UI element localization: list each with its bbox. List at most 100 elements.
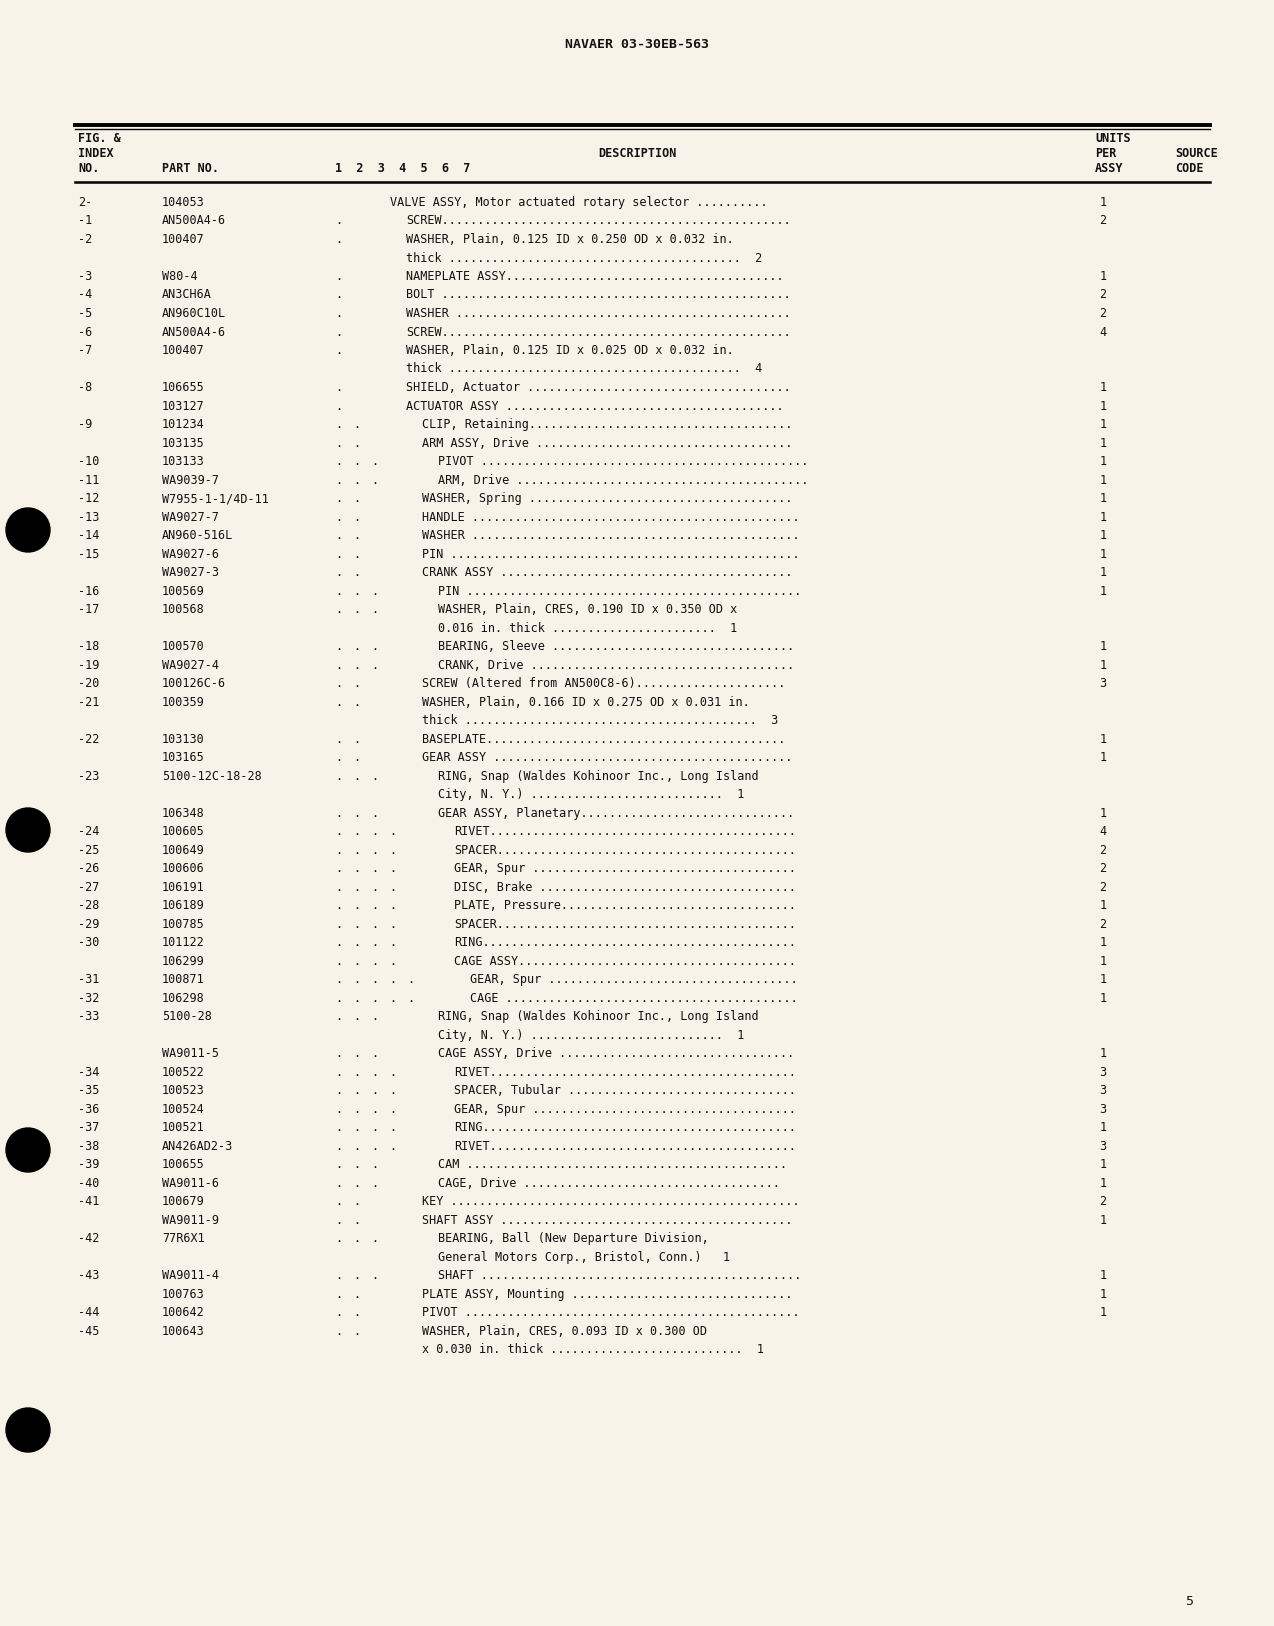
Text: -35: -35 [78, 1085, 99, 1098]
Text: 1: 1 [1099, 899, 1107, 912]
Text: KEY .................................................: KEY ....................................… [422, 1195, 800, 1208]
Text: AN426AD2-3: AN426AD2-3 [162, 1140, 233, 1153]
Text: .: . [335, 659, 343, 672]
Text: 1: 1 [1099, 954, 1107, 967]
Text: 3: 3 [1099, 1085, 1107, 1098]
Text: CAM .............................................: CAM ....................................… [438, 1158, 787, 1171]
Text: 3: 3 [1099, 676, 1107, 689]
Text: 1: 1 [1099, 806, 1107, 820]
Text: .: . [335, 899, 343, 912]
Text: .: . [389, 899, 396, 912]
Text: SHAFT .............................................: SHAFT ..................................… [438, 1268, 801, 1281]
Text: thick .........................................  4: thick ..................................… [406, 363, 762, 376]
Text: 100649: 100649 [162, 844, 205, 857]
Text: .: . [335, 584, 343, 597]
Text: 2: 2 [1099, 862, 1107, 875]
Text: .: . [353, 1102, 361, 1115]
Text: WA9011-6: WA9011-6 [162, 1177, 219, 1190]
Text: BASEPLATE..........................................: BASEPLATE...............................… [422, 732, 785, 745]
Text: .: . [353, 824, 361, 837]
Text: 106189: 106189 [162, 899, 205, 912]
Text: .: . [371, 881, 378, 894]
Text: .: . [335, 1120, 343, 1133]
Text: PIVOT ...............................................: PIVOT ..................................… [422, 1306, 800, 1319]
Text: .: . [389, 1102, 396, 1115]
Text: 100679: 100679 [162, 1195, 205, 1208]
Text: 106655: 106655 [162, 380, 205, 393]
Text: .: . [353, 917, 361, 930]
Text: -10: -10 [78, 455, 99, 468]
Text: .: . [353, 937, 361, 950]
Text: .: . [353, 1268, 361, 1281]
Text: -23: -23 [78, 769, 99, 782]
Text: .: . [335, 824, 343, 837]
Text: .: . [335, 215, 343, 228]
Text: .: . [335, 1140, 343, 1153]
Text: 1: 1 [1099, 418, 1107, 431]
Text: .: . [335, 1233, 343, 1246]
Text: .: . [353, 732, 361, 745]
Text: -30: -30 [78, 937, 99, 950]
Text: BOLT .................................................: BOLT ...................................… [406, 288, 791, 301]
Text: 5: 5 [1185, 1595, 1192, 1608]
Text: RIVET...........................................: RIVET...................................… [454, 1065, 796, 1078]
Text: BEARING, Ball (New Departure Division,: BEARING, Ball (New Departure Division, [438, 1233, 708, 1246]
Text: SCREW.................................................: SCREW...................................… [406, 325, 791, 338]
Text: -22: -22 [78, 732, 99, 745]
Text: INDEX: INDEX [78, 146, 113, 159]
Text: .: . [335, 917, 343, 930]
Text: .: . [371, 954, 378, 967]
Text: WASHER, Plain, 0.166 ID x 0.275 OD x 0.031 in.: WASHER, Plain, 0.166 ID x 0.275 OD x 0.0… [422, 696, 750, 709]
Text: -44: -44 [78, 1306, 99, 1319]
Text: .: . [371, 1102, 378, 1115]
Text: .: . [335, 937, 343, 950]
Text: 1: 1 [1099, 1120, 1107, 1133]
Circle shape [6, 1128, 50, 1172]
Text: .: . [353, 641, 361, 654]
Text: 1: 1 [1099, 566, 1107, 579]
Circle shape [6, 808, 50, 852]
Text: .: . [371, 1140, 378, 1153]
Text: AN500A4-6: AN500A4-6 [162, 215, 225, 228]
Text: HANDLE ..............................................: HANDLE .................................… [422, 511, 800, 524]
Text: 100871: 100871 [162, 972, 205, 985]
Text: WA9027-4: WA9027-4 [162, 659, 219, 672]
Text: .: . [353, 1325, 361, 1338]
Text: 1: 1 [1099, 992, 1107, 1005]
Text: RING, Snap (Waldes Kohinoor Inc., Long Island: RING, Snap (Waldes Kohinoor Inc., Long I… [438, 1010, 758, 1023]
Text: 106299: 106299 [162, 954, 205, 967]
Text: PIN .................................................: PIN ....................................… [422, 548, 800, 561]
Text: .: . [335, 493, 343, 506]
Text: -45: -45 [78, 1325, 99, 1338]
Text: .: . [335, 270, 343, 283]
Text: 1: 1 [1099, 528, 1107, 541]
Text: -16: -16 [78, 584, 99, 597]
Text: .: . [371, 1158, 378, 1171]
Text: City, N. Y.) ...........................  1: City, N. Y.) ...........................… [438, 789, 744, 802]
Text: 100126C-6: 100126C-6 [162, 676, 225, 689]
Text: 1: 1 [1099, 1288, 1107, 1301]
Text: AN500A4-6: AN500A4-6 [162, 325, 225, 338]
Text: CRANK, Drive .....................................: CRANK, Drive ...........................… [438, 659, 794, 672]
Text: .: . [389, 937, 396, 950]
Text: WASHER ..............................................: WASHER .................................… [422, 528, 800, 541]
Text: SCREW.................................................: SCREW...................................… [406, 215, 791, 228]
Text: .: . [371, 473, 378, 486]
Text: -27: -27 [78, 881, 99, 894]
Text: SOURCE: SOURCE [1175, 146, 1218, 159]
Text: .: . [335, 862, 343, 875]
Text: x 0.030 in. thick ...........................  1: x 0.030 in. thick ......................… [422, 1343, 764, 1356]
Text: .: . [335, 1306, 343, 1319]
Text: BEARING, Sleeve ..................................: BEARING, Sleeve ........................… [438, 641, 794, 654]
Text: -3: -3 [78, 270, 92, 283]
Text: 77R6X1: 77R6X1 [162, 1233, 205, 1246]
Text: .: . [353, 992, 361, 1005]
Text: -41: -41 [78, 1195, 99, 1208]
Text: 100407: 100407 [162, 233, 205, 246]
Text: 1: 1 [1099, 1268, 1107, 1281]
Text: .: . [371, 584, 378, 597]
Text: .: . [335, 380, 343, 393]
Text: .: . [371, 641, 378, 654]
Text: .: . [335, 881, 343, 894]
Text: .: . [353, 806, 361, 820]
